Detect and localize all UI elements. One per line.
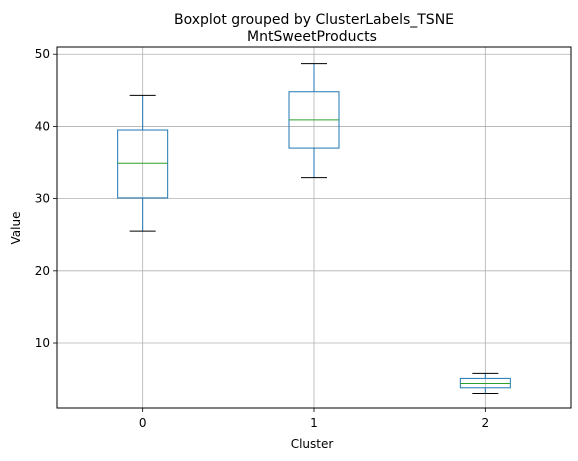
boxes-layer xyxy=(117,63,511,395)
y-tick-label-30: 30 xyxy=(35,192,50,206)
x-axis-ticks: 0 1 2 xyxy=(139,408,489,430)
x-tick-label-2: 2 xyxy=(482,416,490,430)
chart-suptitle: Boxplot grouped by ClusterLabels_TSNE xyxy=(174,12,454,28)
box-2 xyxy=(459,372,511,395)
y-tick-label-10: 10 xyxy=(35,336,50,350)
box-0 xyxy=(117,94,169,232)
y-tick-label-40: 40 xyxy=(35,119,50,133)
box-1 xyxy=(288,63,340,179)
iqr-box xyxy=(117,129,169,199)
x-tick-label-0: 0 xyxy=(139,416,147,430)
y-axis-label: Value xyxy=(9,212,23,245)
y-tick-label-50: 50 xyxy=(35,47,50,61)
x-tick-label-1: 1 xyxy=(310,416,318,430)
grid-lines xyxy=(57,47,571,408)
chart-title: MntSweetProducts xyxy=(247,29,377,45)
x-axis-label: Cluster xyxy=(291,437,334,451)
y-tick-label-20: 20 xyxy=(35,264,50,278)
y-axis-ticks: 10 20 30 40 50 xyxy=(35,47,57,350)
